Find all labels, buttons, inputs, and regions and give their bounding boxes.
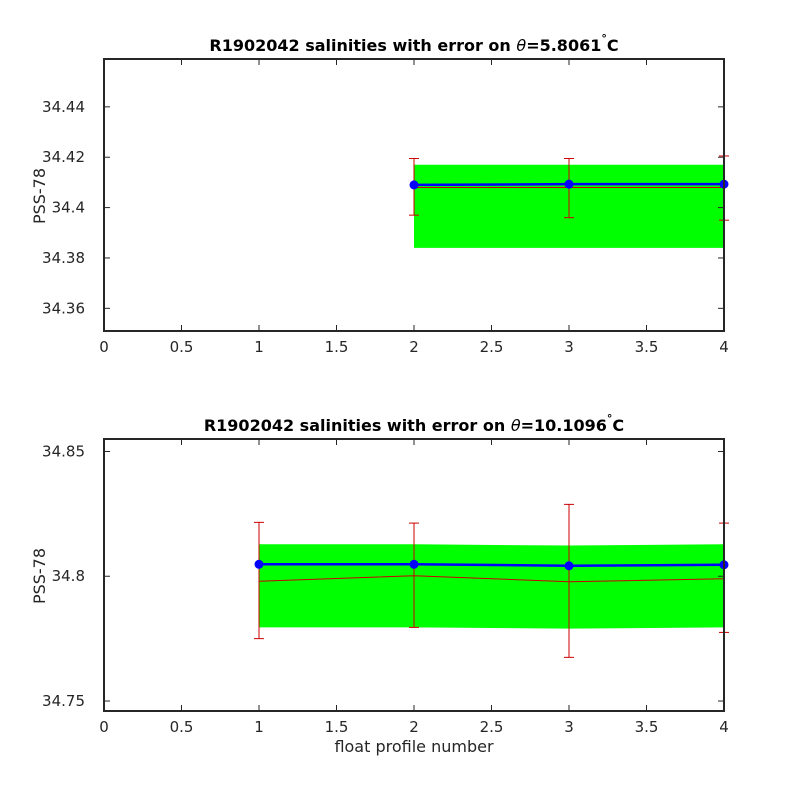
top-y-tick-label: 34.4 (52, 199, 85, 217)
bottom-plot-title: R1902042 salinities with error on θ=10.1… (204, 412, 624, 435)
top-y-tick-label: 34.42 (42, 148, 85, 166)
bottom-salinity-point (254, 559, 264, 569)
bottom-x-tick-label: 0 (99, 718, 109, 736)
bottom-x-tick-label: 4 (719, 718, 729, 736)
bottom-error-band (259, 544, 724, 629)
top-x-tick-label: 4 (719, 338, 729, 356)
bottom-y-tick-label: 34.85 (42, 442, 85, 460)
top-y-tick-label: 34.38 (42, 249, 85, 267)
top-plot-y-axis-label: PSS-78 (30, 168, 49, 224)
bottom-x-tick-label: 1 (254, 718, 264, 736)
bottom-plot-x-axis-label: float profile number (334, 737, 494, 756)
top-y-tick-label: 34.44 (42, 98, 85, 116)
bottom-y-tick-label: 34.8 (52, 567, 85, 585)
bottom-x-tick-label: 0.5 (170, 718, 194, 736)
bottom-x-tick-label: 3 (564, 718, 574, 736)
top-x-tick-label: 3 (564, 338, 574, 356)
bottom-salinity-point (564, 561, 574, 571)
top-x-tick-label: 2 (409, 338, 419, 356)
bottom-salinity-point (409, 559, 419, 569)
bottom-x-tick-label: 2 (409, 718, 419, 736)
bottom-y-tick-label: 34.75 (42, 692, 85, 710)
top-x-tick-label: 1.5 (325, 338, 349, 356)
bottom-error-bar (254, 521, 264, 640)
top-x-tick-label: 2.5 (480, 338, 504, 356)
bottom-error-bar (409, 522, 419, 628)
top-salinity-point (409, 180, 419, 190)
bottom-plot-panel: R1902042 salinities with error on θ=10.1… (30, 412, 729, 756)
top-plot-title: R1902042 salinities with error on θ=5.80… (209, 32, 618, 55)
top-x-tick-label: 0 (99, 338, 109, 356)
top-plot-panel: R1902042 salinities with error on θ=5.80… (30, 32, 729, 356)
bottom-plot-y-axis-label: PSS-78 (30, 548, 49, 604)
top-x-tick-label: 0.5 (170, 338, 194, 356)
bottom-error-center-line (258, 575, 725, 583)
top-y-tick-label: 34.36 (42, 299, 85, 317)
bottom-x-tick-label: 3.5 (635, 718, 659, 736)
bottom-error-bar (564, 503, 574, 658)
bottom-x-tick-label: 1.5 (325, 718, 349, 736)
bottom-x-tick-label: 2.5 (480, 718, 504, 736)
top-x-tick-label: 3.5 (635, 338, 659, 356)
bottom-salinity-line (259, 563, 725, 568)
top-salinity-point (564, 179, 574, 189)
top-x-tick-label: 1 (254, 338, 264, 356)
